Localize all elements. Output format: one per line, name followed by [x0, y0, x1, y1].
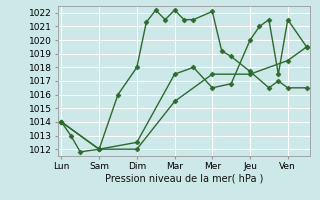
X-axis label: Pression niveau de la mer( hPa ): Pression niveau de la mer( hPa ) — [105, 173, 263, 183]
